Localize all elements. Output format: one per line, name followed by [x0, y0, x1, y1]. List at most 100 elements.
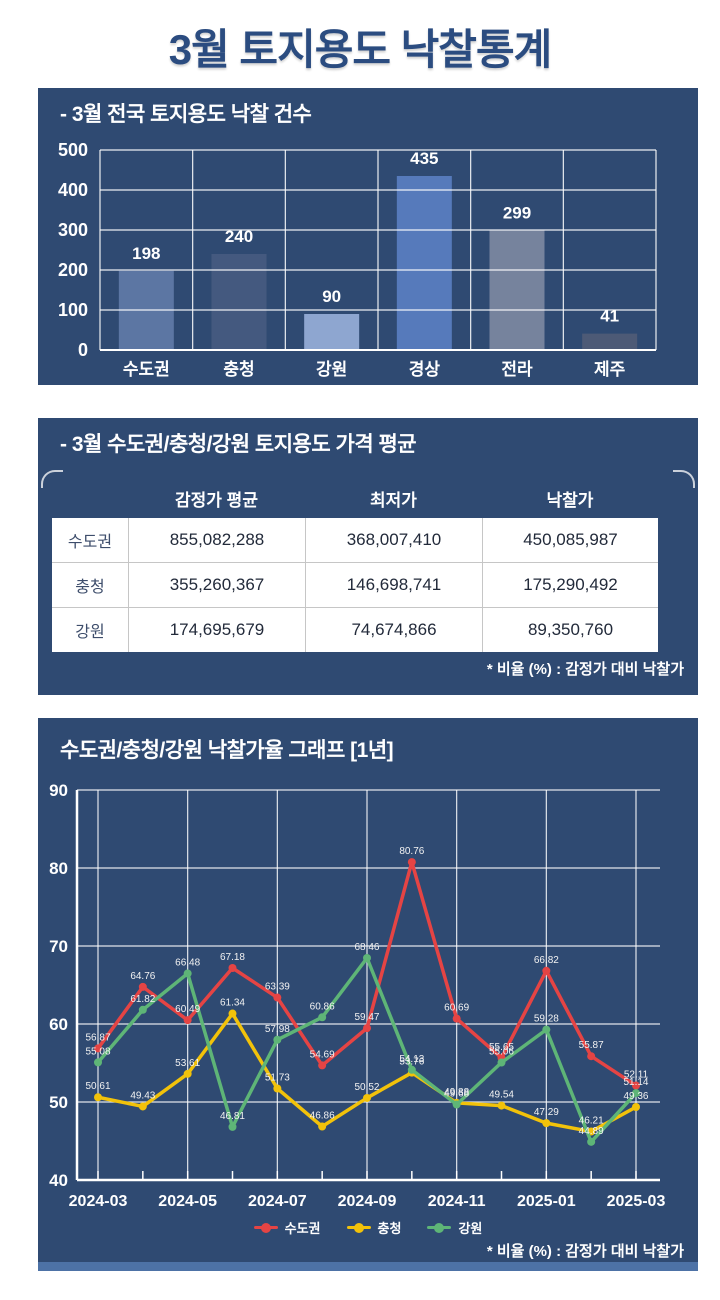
data-label-강원: 49.68: [444, 1088, 469, 1099]
data-label-수도권: 54.69: [310, 1049, 335, 1060]
bar-제주: [582, 333, 638, 350]
x-axis-tick-label: 2024-05: [158, 1193, 217, 1210]
table-column-header: 낙찰가: [546, 490, 594, 510]
line-chart-footnote: * 비율 (%) : 감정가 대비 낙찰가: [486, 1243, 684, 1260]
price-table: 수도권 855,082,288 368,007,410 450,085,987 충청 35…: [52, 518, 658, 652]
data-label-충청: 51.73: [265, 1073, 290, 1084]
data-point-강원: [542, 1025, 551, 1034]
y-axis-tick-label: 500: [58, 140, 88, 160]
y-axis-tick-label: 200: [58, 260, 88, 280]
legend-item-수도권: 수도권: [253, 1218, 321, 1237]
data-point-수도권: [228, 963, 237, 972]
bar-category-label: 충청: [223, 359, 254, 379]
data-label-강원: 57.98: [265, 1024, 290, 1035]
data-label-충청: 53.61: [175, 1058, 200, 1069]
line-chart-heading: 수도권/충청/강원 낙찰가율 그래프 [1년]: [60, 739, 394, 762]
x-axis-tick-label: 2024-11: [428, 1193, 486, 1210]
data-point-강원: [183, 969, 192, 978]
data-point-수도권: [138, 982, 147, 991]
data-label-강원: 61.82: [130, 994, 155, 1005]
y-axis-tick-label: 70: [49, 937, 68, 956]
table-cell: 450,085,987: [482, 518, 658, 563]
table-cell: 74,674,866: [305, 608, 482, 652]
data-label-충청: 50.52: [354, 1082, 379, 1093]
table-cell: 89,350,760: [482, 608, 658, 652]
data-label-충청: 49.36: [623, 1091, 648, 1102]
y-axis-tick-label: 60: [49, 1015, 68, 1034]
data-label-수도권: 55.65: [489, 1042, 514, 1053]
data-point-수도권: [94, 1044, 102, 1053]
corner-bracket-right-icon: [673, 470, 695, 488]
y-axis-tick-label: 0: [78, 340, 88, 360]
data-point-수도권: [362, 1024, 371, 1033]
bar-value-label: 198: [132, 244, 160, 263]
data-label-수도권: 55.87: [579, 1040, 604, 1051]
data-label-충청: 49.54: [489, 1090, 514, 1101]
data-label-강원: 44.89: [579, 1126, 604, 1137]
data-label-수도권: 80.76: [399, 846, 424, 857]
table-cell: 175,290,492: [482, 563, 658, 608]
table-column-header: 최저가: [370, 490, 417, 510]
data-point-수도권: [631, 1081, 640, 1090]
data-label-충청: 49.43: [130, 1090, 155, 1101]
data-point-충청: [273, 1084, 282, 1093]
data-point-수도권: [587, 1052, 596, 1061]
data-label-수도권: 63.39: [265, 982, 290, 993]
y-axis-tick-label: 50: [49, 1093, 68, 1112]
x-axis-tick-label: 2024-09: [338, 1193, 397, 1210]
data-point-수도권: [183, 1016, 192, 1025]
data-point-강원: [407, 1065, 416, 1074]
data-point-강원: [497, 1058, 506, 1067]
bar-경상: [396, 176, 452, 350]
corner-bracket-left-icon: [41, 470, 63, 488]
data-point-수도권: [318, 1061, 327, 1070]
y-axis-tick-label: 90: [49, 781, 68, 800]
bottom-accent-strip: [38, 1262, 698, 1271]
data-label-수도권: 60.69: [444, 1003, 469, 1014]
data-label-충청: 50.61: [85, 1081, 110, 1092]
x-axis-tick-label: 2025-01: [517, 1193, 576, 1210]
table-cell: 174,695,679: [128, 608, 305, 652]
data-point-충청: [138, 1102, 147, 1111]
table-footnote: * 비율 (%) : 감정가 대비 낙찰가: [486, 661, 684, 678]
data-label-강원: 66.48: [175, 957, 200, 968]
bar-value-label: 240: [225, 227, 253, 246]
data-point-강원: [273, 1035, 282, 1044]
bar-value-label: 299: [503, 203, 531, 222]
data-point-수도권: [407, 858, 416, 867]
data-label-강원: 68.46: [354, 942, 379, 953]
price-table-section: - 3월 수도권/충청/강원 토지용도 가격 평균 감정가 평균 최저가 낙찰가 수…: [38, 418, 698, 695]
x-axis-tick-label: 2024-07: [248, 1193, 307, 1210]
y-axis-tick-label: 400: [58, 180, 88, 200]
data-point-강원: [94, 1058, 102, 1067]
table-cell: 355,260,367: [128, 563, 305, 608]
data-label-충청: 49.88: [444, 1087, 469, 1098]
table-corner-cell: [52, 478, 128, 518]
data-label-충청: 47.29: [534, 1107, 559, 1118]
y-axis-tick-label: 80: [49, 859, 68, 878]
data-point-수도권: [542, 966, 551, 975]
bar-chart: 0 100 200 300 400 500 198 수도권 240 충청 90 강원 435 경상 299 전…: [58, 140, 657, 379]
bar-전라: [489, 230, 545, 350]
data-label-수도권: 56.87: [85, 1032, 110, 1043]
bar-category-label: 전라: [501, 360, 533, 379]
data-label-강원: 59.28: [534, 1014, 559, 1025]
data-label-수도권: 67.18: [220, 952, 245, 963]
table-row-label: 강원: [52, 608, 128, 652]
data-label-강원: 55.06: [489, 1047, 514, 1058]
table-cell: 368,007,410: [305, 518, 482, 563]
bar-chart-heading: - 3월 전국 토지용도 낙찰 건수: [60, 103, 312, 126]
data-point-강원: [362, 954, 371, 963]
legend-label: 충청: [377, 1221, 402, 1236]
bar-value-label: 41: [600, 307, 619, 326]
data-label-강원: 46.81: [220, 1111, 245, 1122]
data-label-수도권: 52.11: [624, 1070, 649, 1081]
bar-category-label: 경상: [409, 360, 441, 379]
data-label-충청: 46.21: [579, 1116, 604, 1127]
legend-marker-icon: [346, 1222, 371, 1233]
data-point-강원: [587, 1137, 596, 1146]
data-point-수도권: [273, 993, 282, 1002]
data-point-충청: [94, 1093, 102, 1102]
table-cell: 855,082,288: [128, 518, 305, 563]
